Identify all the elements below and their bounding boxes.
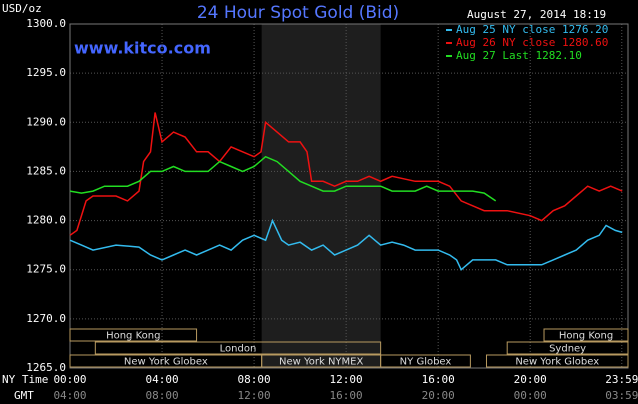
session-label: Hong Kong [559,331,613,342]
x-row-label: NY Time [2,373,48,386]
session-bar [543,328,629,342]
session-bar [380,354,471,368]
session-label: NY Globex [400,357,452,368]
series-line [69,218,623,271]
x-tick-label: 12:00 [330,373,363,386]
x2-tick-label: 08:00 [145,389,178,402]
session-bar [69,328,198,342]
y-tick-label: 1285.0 [26,164,66,177]
legend-label: Aug 27 Last 1282.10 [456,49,582,62]
legend-label: Aug 25 NY close 1276.20 [456,23,608,36]
chart-title: 24 Hour Spot Gold (Bid) [197,3,399,23]
shaded-region [261,24,381,368]
x-tick-label: 20:00 [514,373,547,386]
x-tick-label: 00:00 [53,373,86,386]
session-bar [485,354,629,368]
x-tick-label: 23:59 [605,373,638,386]
y-tick-label: 1295.0 [26,66,66,79]
x2-tick-label: 20:00 [422,389,455,402]
y-tick-label: 1290.0 [26,115,66,128]
series-line [69,112,623,236]
x2-tick-label: 04:00 [53,389,86,402]
x-tick-label: 16:00 [422,373,455,386]
y-tick-label: 1265.0 [26,361,66,374]
session-label: Sydney [549,344,586,355]
session-bar [506,341,629,355]
x2-tick-label: 00:00 [514,389,547,402]
session-label: New York NYMEX [279,357,364,368]
y-tick-label: 1275.0 [26,263,66,276]
session-label: London [220,344,257,355]
y-tick-label: 1270.0 [26,312,66,325]
x2-tick-label: 03:59 [605,389,638,402]
timestamp: August 27, 2014 18:19 [467,8,606,21]
y-tick-label: 1300.0 [26,17,66,30]
x-tick-label: 08:00 [238,373,271,386]
plot-border [69,23,629,369]
session-label: Hong Kong [106,331,160,342]
session-bar [94,341,382,355]
x2-tick-label: 12:00 [238,389,271,402]
x2-row-label: GMT [14,389,34,402]
y-tick-label: 1280.0 [26,214,66,227]
series-line [69,155,497,202]
session-label: New York Globex [515,357,599,368]
y-unit: USD/oz [2,2,42,15]
website: www.kitco.com [74,39,211,58]
legend-label: Aug 26 NY close 1280.60 [456,36,608,49]
x2-tick-label: 16:00 [330,389,363,402]
x-tick-label: 04:00 [145,373,178,386]
session-label: New York Globex [124,357,208,368]
